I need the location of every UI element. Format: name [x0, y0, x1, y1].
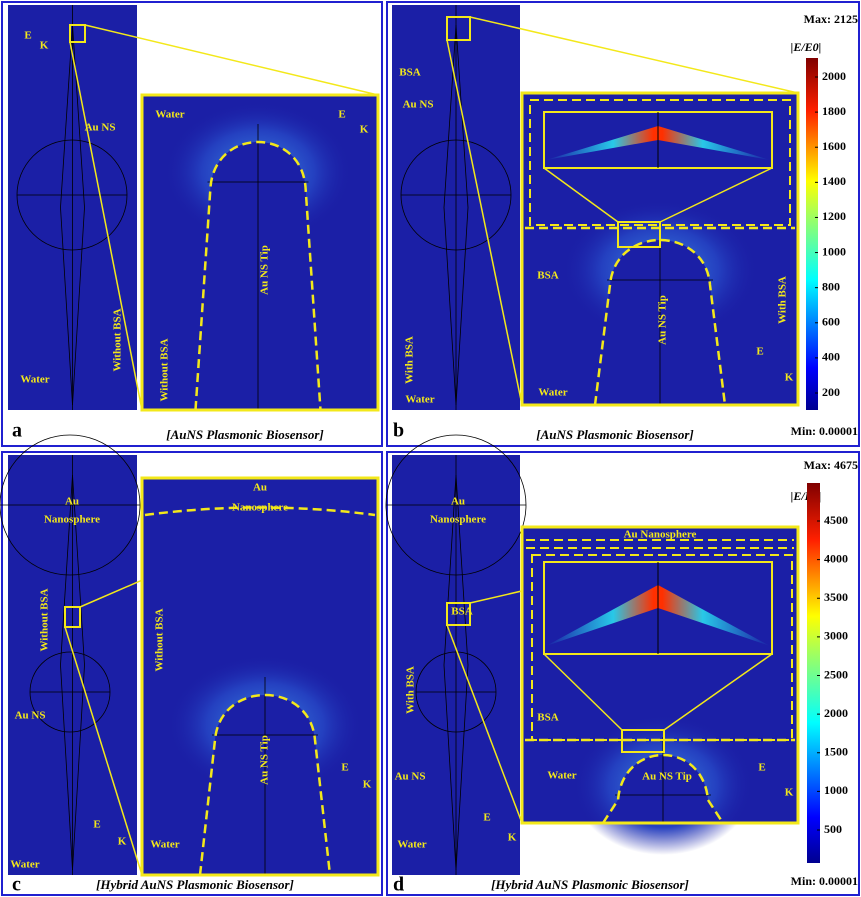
colorbar-tick-label: 600 [822, 315, 840, 329]
colorbar-min: Min: 0.00001 [791, 424, 858, 438]
panel-caption: [AuNS Plasmonic Biosensor] [536, 427, 693, 442]
colorbar-tick-label: 4500 [824, 513, 848, 527]
field-label: E [756, 346, 763, 358]
field-label: Water [405, 394, 434, 406]
panel-letter: b [393, 420, 404, 442]
panel-caption: [Hybrid AuNS Plasmonic Biosensor] [491, 877, 689, 892]
field-label: Water [397, 839, 426, 851]
field-label: Au Nanosphere [624, 529, 697, 541]
field-label: Au NS [403, 99, 434, 111]
colorbar-tick-label: 1000 [822, 244, 846, 258]
field-label: Nanosphere [232, 502, 288, 514]
field-label: Au NS [395, 771, 426, 783]
field-label: K [118, 836, 127, 848]
field-label: K [785, 787, 794, 799]
field-label: BSA [399, 67, 420, 79]
panel: BSA Au NS With BSA Water BSA With BSA Au NS Ti… [387, 2, 859, 446]
field-label: E [483, 812, 490, 824]
panel-letter: d [393, 874, 404, 896]
colorbar [806, 58, 818, 410]
field-label: K [785, 372, 794, 384]
colorbar-tick-label: 1500 [824, 745, 848, 759]
panel-letter: c [12, 874, 21, 896]
panel: Au Nanosphere Without BSA Au NS Water E K Au Nan… [0, 435, 382, 896]
field-label: Au [65, 496, 79, 508]
field-label: With BSA [404, 336, 416, 384]
colorbar-tick-label: 800 [822, 279, 840, 293]
field-label: Au NS Tip [259, 245, 271, 295]
field-label: Au [451, 496, 465, 508]
field-label: BSA [537, 712, 558, 724]
colorbar-tick-label: 500 [824, 822, 842, 836]
field-label: K [40, 40, 49, 52]
field-label: E [338, 109, 345, 121]
field-label: E [93, 819, 100, 831]
field-label: With BSA [777, 276, 789, 324]
colorbar-tick-label: 1200 [822, 209, 846, 223]
colorbar-tick-label: 1000 [824, 783, 848, 797]
field-label: Without BSA [154, 608, 166, 671]
field-label: Without BSA [159, 338, 171, 401]
colorbar-max: Max: 2125 [804, 12, 858, 26]
field-label: Water [155, 109, 184, 121]
field-label: K [360, 124, 369, 136]
field-label: Without BSA [39, 588, 51, 651]
panel: Au Nanosphere BSA With BSA Au NS Water E K Au Na… [386, 435, 859, 896]
field-label: Au NS Tip [642, 771, 692, 783]
field-label: E [758, 762, 765, 774]
field-label: Water [150, 839, 179, 851]
field-label: Water [547, 770, 576, 782]
field-label: Water [20, 374, 49, 386]
field-label: E [24, 30, 31, 42]
colorbar-max: Max: 4675 [804, 458, 858, 472]
colorbar-tick-label: 4000 [824, 551, 848, 565]
field-label: E [341, 762, 348, 774]
field-label: K [363, 779, 372, 791]
field-label: Water [10, 859, 39, 871]
colorbar-tick-label: 1400 [822, 174, 846, 188]
field-label: BSA [537, 270, 558, 282]
colorbar-tick-label: 2000 [822, 69, 846, 83]
field-label: Without BSA [112, 308, 124, 371]
colorbar-tick-label: 1600 [822, 139, 846, 153]
figure: EKAu NSWithout BSAWaterWaterEKAu NS TipW… [0, 0, 861, 897]
colorbar [807, 483, 820, 863]
colorbar-label: |E/E0| [791, 40, 822, 54]
field-label: Au NS [85, 122, 116, 134]
colorbar-tick-label: 1800 [822, 104, 846, 118]
colorbar-tick-label: 2500 [824, 667, 848, 681]
field-label: Nanosphere [44, 514, 100, 526]
panel-letter: a [12, 420, 22, 442]
field-label: K [508, 832, 517, 844]
field-label: BSA [451, 606, 472, 618]
colorbar-min: Min: 0.00001 [791, 874, 858, 888]
panel-caption: [AuNS Plasmonic Biosensor] [166, 427, 323, 442]
colorbar-tick-label: 2000 [824, 706, 848, 720]
colorbar-tick-label: 3500 [824, 590, 848, 604]
field-label: Au NS [15, 710, 46, 722]
field-label: With BSA [405, 666, 417, 714]
field-label: Au [253, 482, 267, 494]
field-label: Water [538, 387, 567, 399]
colorbar-tick-label: 3000 [824, 629, 848, 643]
field-label: Au NS Tip [657, 295, 669, 345]
field-label: Nanosphere [430, 514, 486, 526]
field-label: Au NS Tip [259, 735, 271, 785]
colorbar-tick-label: 200 [822, 385, 840, 399]
panel-caption: [Hybrid AuNS Plasmonic Biosensor] [96, 877, 294, 892]
colorbar-tick-label: 400 [822, 350, 840, 364]
